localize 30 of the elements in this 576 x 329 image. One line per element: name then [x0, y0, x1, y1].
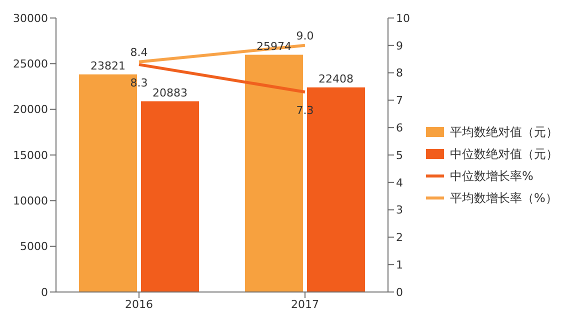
data-label: 8.4 [130, 46, 148, 59]
data-label: 23821 [90, 59, 126, 72]
data-label: 22408 [318, 72, 354, 86]
y2-tick-label: 2 [396, 231, 403, 244]
y2-tick-label: 5 [396, 148, 403, 162]
x-tick-label: 2017 [291, 298, 319, 311]
bar [141, 101, 199, 292]
y-tick-label: 15000 [13, 148, 48, 162]
legend-label: 中位数绝对值（元） [450, 146, 558, 162]
y2-tick-label: 0 [396, 286, 403, 299]
legend-label: 平均数增长率（%） [450, 190, 558, 206]
y2-tick-label: 10 [396, 12, 410, 25]
y2-tick-label: 3 [396, 204, 403, 217]
data-label: 9.0 [296, 29, 314, 42]
x-tick-label: 2016 [125, 298, 153, 311]
y-tick-label: 30000 [13, 12, 48, 25]
y2-tick-label: 6 [396, 122, 403, 135]
y-tick-label: 25000 [13, 58, 48, 71]
legend-label: 平均数绝对值（元） [450, 124, 558, 140]
y2-tick-label: 9 [396, 39, 403, 52]
y2-tick-label: 7 [396, 94, 403, 108]
legend-label: 中位数增长率% [450, 168, 534, 184]
y-tick-label: 10000 [13, 194, 48, 208]
y2-tick-label: 8 [396, 66, 403, 80]
y2-tick-label: 1 [396, 258, 403, 272]
y-tick-label: 20000 [13, 103, 48, 116]
y-tick-label: 0 [41, 286, 48, 299]
y-tick-label: 5000 [20, 240, 48, 254]
data-label: 20883 [152, 86, 188, 100]
y2-tick-label: 4 [396, 176, 403, 190]
